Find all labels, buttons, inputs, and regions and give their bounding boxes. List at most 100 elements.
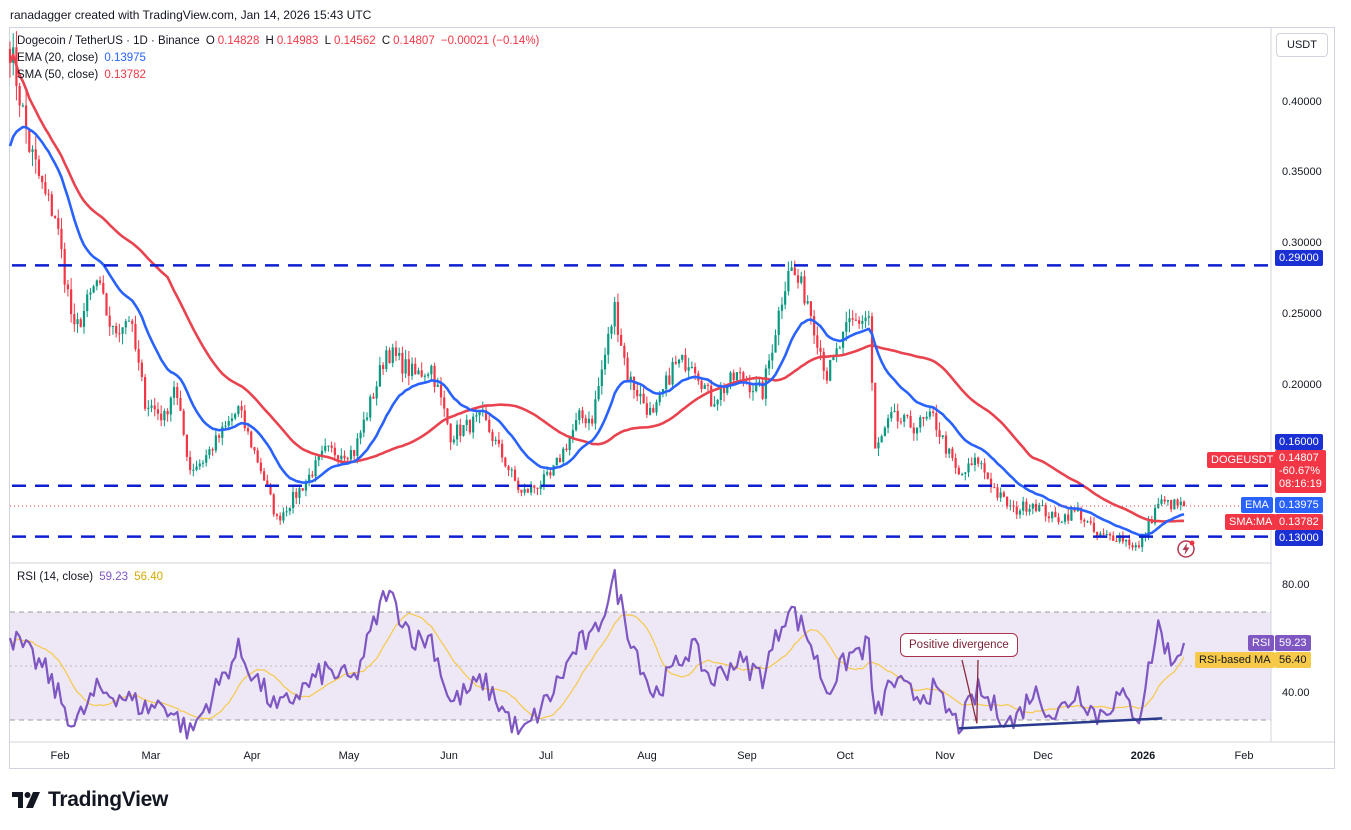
- candle-body: [356, 438, 359, 456]
- candle-body: [253, 447, 256, 451]
- candle-body: [523, 489, 526, 493]
- rsi-legend[interactable]: RSI (14, close) 59.23 56.40: [17, 571, 166, 583]
- price-tick: 0.25000: [1282, 308, 1322, 320]
- candle-body: [1118, 535, 1121, 542]
- rsi-ma-axis-label: RSI-based MA: [1195, 652, 1275, 668]
- rsi-legend-value: 59.23: [99, 571, 129, 583]
- level-tag-029: 0.29000: [1275, 250, 1323, 266]
- candle-body: [308, 474, 311, 482]
- candle-body: [430, 365, 433, 375]
- high-value: 0.14983: [276, 35, 319, 47]
- candle-body: [1041, 505, 1044, 507]
- candle-body: [472, 416, 475, 433]
- candle-body: [1089, 521, 1092, 523]
- candle-body: [674, 361, 677, 364]
- candle-body: [832, 355, 835, 361]
- candle-body: [652, 407, 655, 413]
- candle-body: [944, 435, 948, 454]
- candle-body: [603, 354, 607, 370]
- candle-body: [382, 365, 385, 369]
- candle-body: [999, 492, 1002, 498]
- candle-body: [414, 363, 417, 375]
- bar-countdown: 08:16:19: [1279, 478, 1322, 490]
- candle-body: [504, 457, 507, 467]
- candle-body: [594, 399, 597, 424]
- candle-body: [793, 267, 796, 276]
- low-label: L: [324, 35, 332, 47]
- candle-body: [234, 413, 237, 419]
- candle-body: [211, 449, 214, 451]
- candle-body: [726, 385, 729, 393]
- candle-body: [713, 404, 716, 407]
- close-label: C: [381, 35, 391, 47]
- candle-body: [192, 469, 195, 471]
- candle-body: [565, 448, 568, 450]
- candle-body: [806, 301, 809, 304]
- candle-body: [484, 410, 488, 420]
- candle-body: [153, 405, 156, 410]
- candle-body: [1073, 509, 1076, 512]
- candle-body: [623, 345, 626, 358]
- candle-body: [700, 380, 703, 390]
- sma-legend-value: 0.13782: [104, 69, 146, 81]
- candle-body: [600, 369, 603, 387]
- candle-body: [172, 386, 176, 398]
- candle-body: [195, 466, 198, 470]
- divergence-annotation[interactable]: Positive divergence: [900, 633, 1018, 657]
- currency-button[interactable]: USDT: [1276, 33, 1328, 57]
- candle-body: [919, 417, 922, 428]
- candle-body: [76, 319, 79, 325]
- candle-body: [375, 386, 378, 399]
- symbol-name[interactable]: Dogecoin / TetherUS · 1D · Binance: [17, 35, 200, 47]
- time-tick: Jun: [440, 750, 458, 762]
- candle-body: [317, 455, 320, 461]
- candle-body: [240, 406, 243, 411]
- candle-body: [883, 427, 886, 437]
- candle-body: [694, 366, 697, 374]
- tradingview-logo[interactable]: TradingView: [12, 788, 168, 812]
- candle-body: [420, 370, 423, 377]
- candle-body: [343, 455, 346, 459]
- candle-body: [314, 460, 317, 477]
- candle-body: [568, 437, 571, 450]
- candle-body: [851, 318, 854, 320]
- candle-body: [340, 455, 343, 460]
- candle-body: [301, 488, 304, 491]
- candle-body: [989, 478, 993, 488]
- candle-body: [446, 408, 449, 424]
- candle-body: [394, 347, 398, 356]
- candle-body: [143, 376, 147, 409]
- candle-body: [275, 514, 279, 516]
- ema-20-line: [8, 125, 1185, 537]
- candle-body: [1096, 531, 1099, 536]
- rsi-divergence-trendline[interactable]: [958, 717, 1163, 730]
- candle-body: [1005, 496, 1009, 507]
- candle-body: [127, 320, 131, 322]
- candle-body: [37, 159, 41, 176]
- last-price: 0.14807: [1279, 452, 1319, 464]
- ema-legend[interactable]: EMA (20, close) 0.13975: [17, 52, 149, 64]
- alert-bolt-icon[interactable]: [1176, 539, 1196, 559]
- sma-legend[interactable]: SMA (50, close) 0.13782: [17, 69, 149, 81]
- ema-legend-value: 0.13975: [104, 52, 146, 64]
- candle-body: [742, 372, 745, 382]
- candle-body: [626, 357, 629, 382]
- sma-axis-label: SMA:MA: [1225, 514, 1277, 530]
- candle-body: [562, 448, 565, 462]
- candle-body: [681, 354, 684, 360]
- candle-body: [324, 445, 327, 451]
- candle-body: [391, 347, 394, 363]
- candle-body: [1031, 503, 1034, 509]
- chart-byline: ranadagger created with TradingView.com,…: [10, 8, 372, 22]
- candle-body: [1105, 533, 1108, 535]
- candle-body: [996, 487, 999, 498]
- candle-body: [44, 182, 47, 194]
- time-tick: Apr: [243, 750, 261, 762]
- candle-body: [732, 372, 735, 381]
- candle-body: [1131, 545, 1134, 548]
- candle-body: [915, 427, 919, 434]
- candle-body: [909, 416, 912, 428]
- candle-body: [1092, 522, 1096, 532]
- rsi-tick: 80.00: [1282, 579, 1310, 591]
